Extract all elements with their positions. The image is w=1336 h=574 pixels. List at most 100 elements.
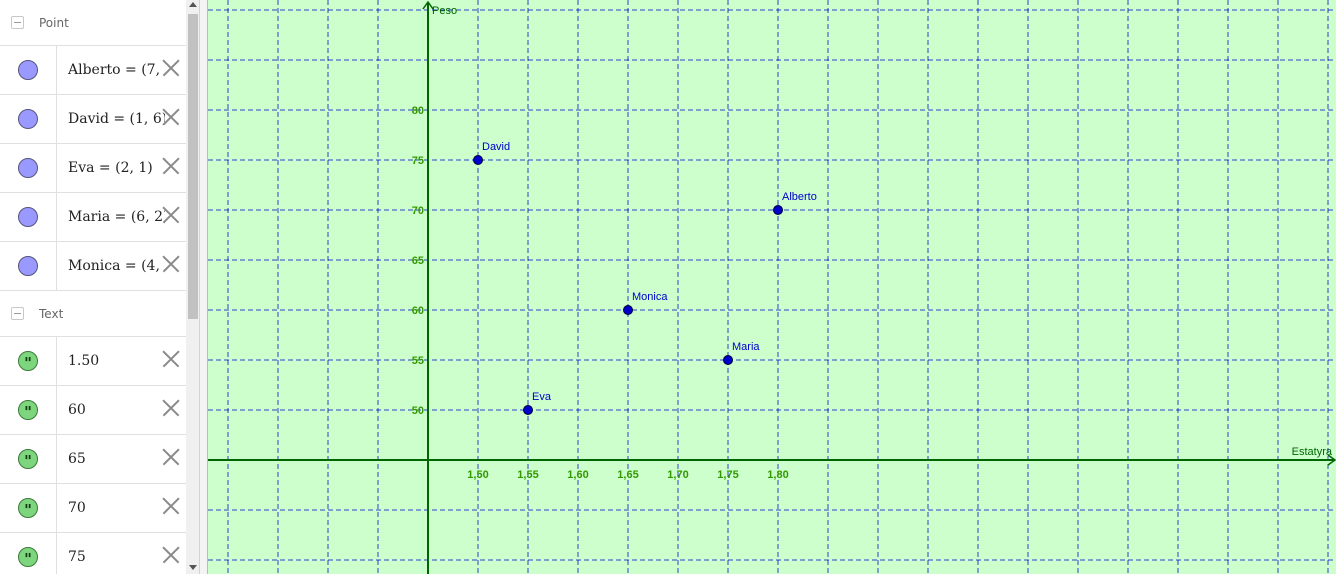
axes: Estatyra Peso <box>208 0 1336 574</box>
x-axis-arrow-icon <box>1327 454 1336 466</box>
graphics-canvas[interactable]: Estatyra Peso 1,50 1,55 1,60 1,65 1,70 1,75 1,… <box>208 0 1336 574</box>
points-layer[interactable]: David Alberto Monica Maria Eva <box>473 141 817 415</box>
point-row-maria[interactable]: Maria = (6, 2) <box>0 193 186 242</box>
point-definition[interactable]: David = (1, 6) <box>68 111 165 127</box>
y-tick-label: 65 <box>412 255 424 267</box>
quote-icon[interactable]: " <box>18 449 38 469</box>
visibility-toggle[interactable]: " <box>0 386 57 434</box>
text-row[interactable]: " 65 <box>0 435 186 484</box>
text-value[interactable]: 75 <box>68 549 86 565</box>
y-tick-label: 60 <box>412 305 424 317</box>
point-row-david[interactable]: David = (1, 6) <box>0 95 186 144</box>
visibility-toggle[interactable] <box>0 242 57 290</box>
visibility-toggle[interactable] <box>0 46 57 94</box>
point-definition[interactable]: Eva = (2, 1) <box>68 160 153 176</box>
y-tick-label: 80 <box>412 105 424 117</box>
marble-icon[interactable] <box>18 256 38 276</box>
text-value[interactable]: 60 <box>68 402 86 418</box>
scroll-down-arrow-icon[interactable] <box>189 565 197 570</box>
visibility-toggle[interactable] <box>0 144 57 192</box>
visibility-toggle[interactable]: " <box>0 435 57 483</box>
y-tick-label: 70 <box>412 205 424 217</box>
x-tick-label: 1,70 <box>667 469 688 481</box>
y-axis-label: Peso <box>432 5 457 17</box>
quote-icon[interactable]: " <box>18 498 38 518</box>
point-definition[interactable]: Maria = (6, 2) <box>68 209 165 225</box>
view-divider[interactable] <box>200 0 207 574</box>
collapse-icon[interactable] <box>11 307 24 320</box>
delete-icon[interactable] <box>162 497 180 515</box>
text-row[interactable]: " 75 <box>0 533 186 574</box>
point-label-eva[interactable]: Eva <box>532 391 552 403</box>
group-label-point: Point <box>39 15 69 30</box>
text-row[interactable]: " 60 <box>0 386 186 435</box>
scroll-up-arrow-icon[interactable] <box>189 2 197 7</box>
delete-icon[interactable] <box>162 448 180 466</box>
point-row-eva[interactable]: Eva = (2, 1) <box>0 144 186 193</box>
algebra-view: Point Alberto = (7, 5) David = (1, 6) Ev… <box>0 0 200 574</box>
marble-icon[interactable] <box>18 109 38 129</box>
x-tick-labels: 1,50 1,55 1,60 1,65 1,70 1,75 1,80 <box>467 469 788 481</box>
point-row-alberto[interactable]: Alberto = (7, 5) <box>0 46 186 95</box>
text-value[interactable]: 65 <box>68 451 86 467</box>
delete-icon[interactable] <box>162 399 180 417</box>
group-label-text: Text <box>39 306 64 321</box>
point-definition[interactable]: Alberto = (7, 5) <box>68 62 165 78</box>
quote-icon[interactable]: " <box>18 351 38 371</box>
visibility-toggle[interactable] <box>0 95 57 143</box>
text-row[interactable]: " 70 <box>0 484 186 533</box>
point-monica[interactable] <box>623 305 633 315</box>
grid-vertical-lines <box>227 0 1329 574</box>
y-tick-labels: 80 75 70 65 60 55 50 <box>412 105 424 417</box>
point-eva[interactable] <box>523 405 533 415</box>
point-alberto[interactable] <box>773 205 783 215</box>
x-tick-label: 1,65 <box>617 469 638 481</box>
point-definition[interactable]: Monica = (4, 3) <box>68 258 165 274</box>
delete-icon[interactable] <box>162 59 180 77</box>
quote-icon[interactable]: " <box>18 547 38 567</box>
point-label-david[interactable]: David <box>482 141 510 153</box>
group-header-text[interactable]: Text <box>0 291 186 337</box>
y-tick-label: 75 <box>412 155 424 167</box>
algebra-list: Point Alberto = (7, 5) David = (1, 6) Ev… <box>0 0 186 574</box>
x-tick-label: 1,50 <box>467 469 488 481</box>
marble-icon[interactable] <box>18 158 38 178</box>
visibility-toggle[interactable]: " <box>0 533 57 574</box>
text-row[interactable]: " 1.50 <box>0 337 186 386</box>
algebra-scrollbar[interactable] <box>186 0 199 574</box>
x-tick-label: 1,60 <box>567 469 588 481</box>
delete-icon[interactable] <box>162 108 180 126</box>
y-tick-label: 55 <box>412 355 424 367</box>
point-label-maria[interactable]: Maria <box>732 341 760 353</box>
x-tick-label: 1,75 <box>717 469 738 481</box>
point-david[interactable] <box>473 155 483 165</box>
collapse-icon[interactable] <box>11 16 24 29</box>
visibility-toggle[interactable] <box>0 193 57 241</box>
scroll-thumb[interactable] <box>188 14 198 319</box>
text-value[interactable]: 1.50 <box>68 353 100 369</box>
point-label-alberto[interactable]: Alberto <box>782 191 817 203</box>
graphics-view[interactable]: Estatyra Peso 1,50 1,55 1,60 1,65 1,70 1,75 1,… <box>207 0 1336 574</box>
x-tick-label: 1,55 <box>517 469 538 481</box>
visibility-toggle[interactable]: " <box>0 484 57 532</box>
delete-icon[interactable] <box>162 350 180 368</box>
point-label-monica[interactable]: Monica <box>632 291 668 303</box>
y-tick-label: 50 <box>412 405 424 417</box>
quote-icon[interactable]: " <box>18 400 38 420</box>
delete-icon[interactable] <box>162 157 180 175</box>
point-row-monica[interactable]: Monica = (4, 3) <box>0 242 186 291</box>
x-tick-label: 1,80 <box>767 469 788 481</box>
grid-horizontal-lines <box>208 9 1336 561</box>
delete-icon[interactable] <box>162 206 180 224</box>
marble-icon[interactable] <box>18 207 38 227</box>
visibility-toggle[interactable]: " <box>0 337 57 385</box>
marble-icon[interactable] <box>18 60 38 80</box>
point-maria[interactable] <box>723 355 733 365</box>
delete-icon[interactable] <box>162 546 180 564</box>
delete-icon[interactable] <box>162 255 180 273</box>
text-value[interactable]: 70 <box>68 500 86 516</box>
y-axis-arrow-icon <box>422 0 434 10</box>
group-header-point[interactable]: Point <box>0 0 186 46</box>
x-axis-label: Estatyra <box>1292 446 1333 458</box>
